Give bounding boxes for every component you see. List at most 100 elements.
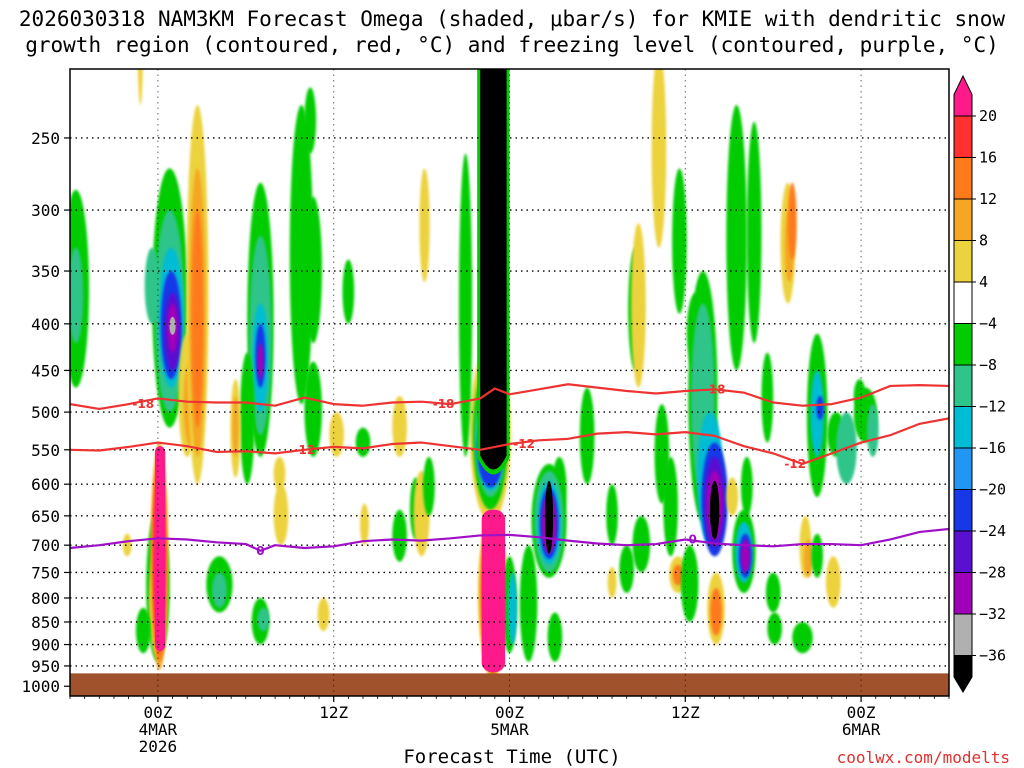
omega-region <box>289 104 314 405</box>
omega-region <box>811 533 824 578</box>
descent-core <box>154 446 166 652</box>
omega-region <box>304 87 317 154</box>
omega-region <box>631 223 646 388</box>
omega-region <box>663 456 678 557</box>
omega-region <box>746 121 762 344</box>
dgz-contour-minus18-label: -18 <box>433 397 455 411</box>
colorbar-label: −12 <box>979 398 1006 416</box>
freezing-level-contour-label: 0 <box>256 544 264 558</box>
colorbar-label: −32 <box>979 605 1006 623</box>
freezing-level-contour <box>70 527 949 552</box>
omega-region <box>122 533 132 557</box>
surface-ground <box>70 673 949 696</box>
y-tick-label: 400 <box>31 315 60 334</box>
ascent-core <box>480 69 507 470</box>
colorbar-swatch <box>953 115 973 158</box>
y-tick-label: 750 <box>31 563 60 582</box>
omega-region <box>329 412 344 457</box>
x-tick-label: 5MAR <box>490 720 529 739</box>
omega-region <box>547 612 563 662</box>
omega-region <box>651 69 667 248</box>
colorbar-swatch <box>953 655 973 693</box>
omega-region <box>726 104 747 371</box>
colorbar-label: 16 <box>979 149 997 167</box>
omega-region <box>392 395 407 457</box>
omega-region <box>392 509 407 562</box>
x-tick-label: 4MAR <box>139 720 178 739</box>
x-tick-label: 2026 <box>139 737 178 756</box>
x-tick-label: 6MAR <box>842 720 881 739</box>
omega-region <box>191 210 204 428</box>
omega-region <box>803 539 813 578</box>
y-tick-label: 350 <box>31 262 60 281</box>
y-tick-label: 950 <box>31 657 60 676</box>
ascent-core <box>544 480 554 554</box>
colorbar-swatch <box>953 323 973 366</box>
omega-region <box>816 395 824 420</box>
omega-region <box>144 247 160 324</box>
colorbar-label: −8 <box>979 356 997 374</box>
omega-region <box>740 456 753 516</box>
omega-region <box>607 567 617 598</box>
ascent-core <box>709 480 720 540</box>
dgz-contour-minus12 <box>70 417 949 466</box>
colorbar-label: −36 <box>979 647 1006 665</box>
x-tick-label: 00Z <box>143 703 172 722</box>
dgz-contour-minus12-label: -12 <box>784 457 806 471</box>
colorbar-swatch <box>953 364 973 407</box>
dgz-contour-minus12-label: -12 <box>294 443 316 457</box>
colorbar-swatch <box>953 281 973 324</box>
y-tick-label: 250 <box>31 129 60 148</box>
omega-region <box>419 168 430 283</box>
x-tick-label: 12Z <box>671 703 700 722</box>
omega-region <box>257 343 264 380</box>
colorbar-swatch <box>953 530 973 573</box>
descent-core <box>481 509 506 673</box>
credit-link[interactable]: coolwx.com/modelts <box>836 748 1010 767</box>
omega-region <box>619 545 635 594</box>
omega-region <box>680 545 699 622</box>
y-tick-label: 1000 <box>21 677 60 696</box>
dgz-contour-minus12-label: -12 <box>513 437 535 451</box>
x-tick-label: 00Z <box>847 703 876 722</box>
omega-region <box>355 427 371 457</box>
omega-region <box>239 352 255 485</box>
x-tick-label: 00Z <box>495 703 524 722</box>
omega-region <box>232 395 239 457</box>
colorbar-swatch <box>953 157 973 200</box>
omega-region <box>360 503 369 546</box>
omega-region <box>672 564 684 586</box>
omega-region <box>169 316 176 335</box>
omega-region <box>257 607 270 632</box>
y-tick-label: 550 <box>31 441 60 460</box>
colorbar-swatch <box>953 240 973 283</box>
y-tick-label: 450 <box>31 361 60 380</box>
y-tick-label: 600 <box>31 475 60 494</box>
colorbar-label: −20 <box>979 481 1006 499</box>
omega-region <box>135 607 151 654</box>
y-tick-label: 300 <box>31 201 60 220</box>
colorbar-swatch <box>953 198 973 241</box>
gridlines <box>70 69 949 696</box>
omega-region <box>304 361 322 457</box>
omega-region <box>787 182 797 260</box>
omega-region <box>761 352 774 443</box>
omega-region <box>853 379 866 413</box>
omega-region <box>825 556 841 608</box>
y-tick-label: 850 <box>31 613 60 632</box>
colorbar-label: 8 <box>979 232 988 250</box>
colorbar-swatch <box>953 489 973 532</box>
omega-region <box>740 539 750 573</box>
colorbar-swatch <box>953 613 973 656</box>
omega-region <box>317 597 330 632</box>
omega-region <box>137 69 143 105</box>
colorbar-label: −4 <box>979 315 997 333</box>
colorbar-swatch <box>953 74 973 117</box>
omega-region <box>273 456 286 491</box>
omega-region <box>70 247 84 344</box>
chart-title: 2026030318 NAM3KM Forecast Omega (shaded… <box>0 6 1024 58</box>
dgz-contour-minus18-label: -18 <box>132 397 154 411</box>
y-tick-label: 500 <box>31 403 60 422</box>
